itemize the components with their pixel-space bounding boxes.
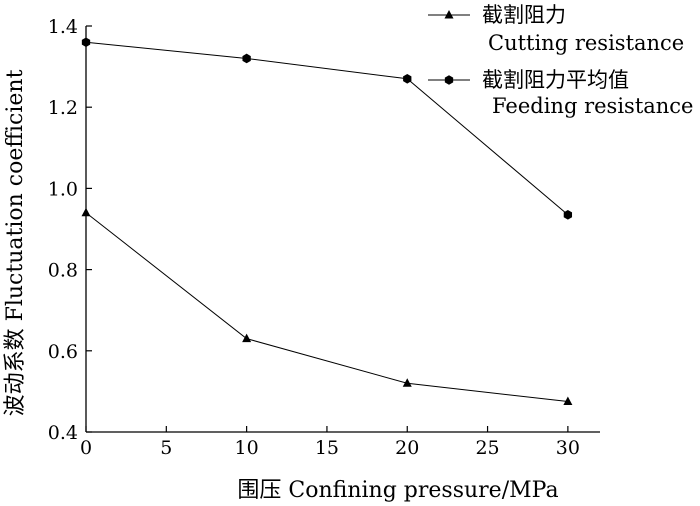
x-tick-label: 10 xyxy=(235,437,259,459)
x-tick-label: 25 xyxy=(475,437,499,459)
data-point xyxy=(81,207,91,217)
series-2 xyxy=(81,37,573,220)
data-point xyxy=(402,378,412,387)
legend-label-en: Cutting resistance xyxy=(488,31,684,55)
legend-item-1: 截割阻力 Cutting resistance xyxy=(428,3,684,55)
data-point xyxy=(242,333,252,343)
series-line xyxy=(85,41,569,216)
x-tick-label: 30 xyxy=(556,437,580,459)
y-tick-label: 1.2 xyxy=(48,97,78,119)
y-tick-label: 0.8 xyxy=(48,260,78,282)
legend-marker xyxy=(444,75,454,85)
series-line xyxy=(85,212,568,403)
x-tick-label: 20 xyxy=(395,437,419,459)
series-layer xyxy=(81,37,573,406)
y-tick-label: 1.4 xyxy=(48,16,78,38)
data-point xyxy=(563,396,573,406)
data-point xyxy=(403,73,412,84)
x-tick-label: 0 xyxy=(80,437,92,459)
x-axis-title: 围压 Confining pressure/MPa xyxy=(237,478,558,502)
legend-marker xyxy=(444,10,454,19)
legend-label-cn: 截割阻力 xyxy=(482,3,566,27)
legend-label-cn: 截割阻力平均值 xyxy=(482,68,629,92)
x-tick-label: 15 xyxy=(315,437,339,459)
axes: 0 5 10 15 20 25 30 0.4 0.6 0.8 1.0 1.2 1.4 xyxy=(48,16,600,459)
x-tick-label: 5 xyxy=(160,437,172,459)
legend-label-en: Feeding resistance xyxy=(492,94,694,118)
data-point xyxy=(563,209,573,220)
data-point xyxy=(81,37,91,48)
series-1 xyxy=(81,207,573,406)
y-tick-label: 0.6 xyxy=(48,341,78,363)
data-point xyxy=(242,53,251,64)
y-axis-title: 波动系数 Fluctuation coefficient xyxy=(3,69,28,416)
y-tick-label: 1.0 xyxy=(48,178,78,200)
y-tick-label: 0.4 xyxy=(48,422,78,444)
